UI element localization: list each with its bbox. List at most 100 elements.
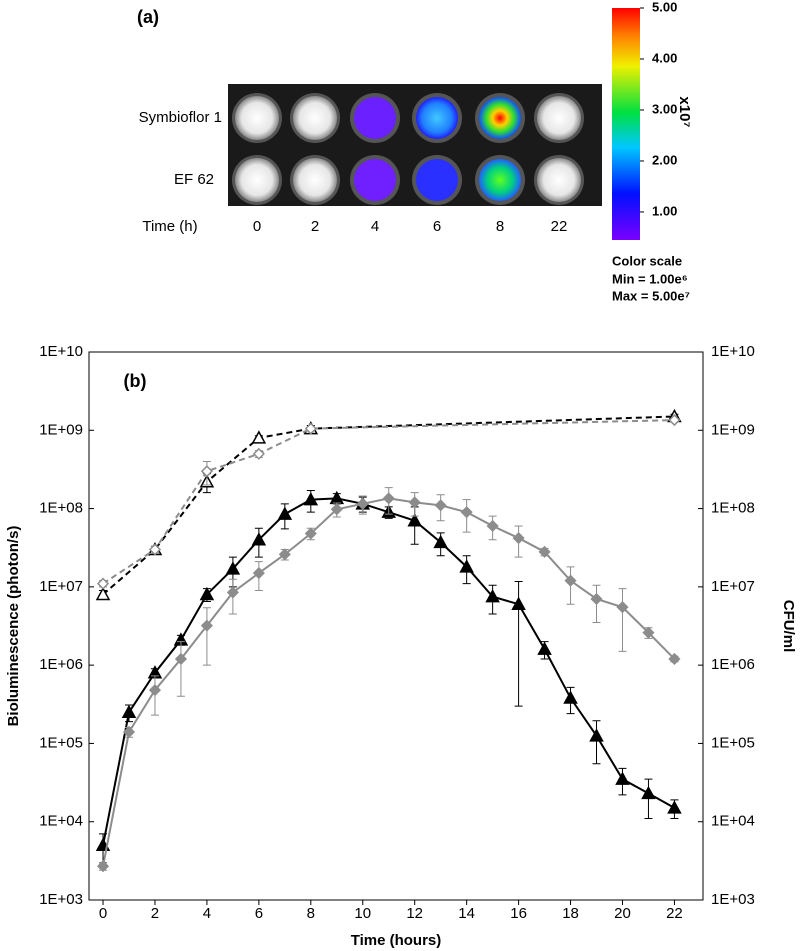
marker: [485, 589, 500, 603]
signal-spot: [416, 97, 458, 139]
series-line: [102, 415, 675, 596]
colorbar-tick-label: 2.00: [652, 152, 677, 167]
marker: [356, 497, 369, 510]
panel-a: (a) x10⁷ Color scale Min = 1.00e⁶ Max = …: [137, 0, 693, 303]
x-tick-label: 20: [614, 905, 631, 922]
panel-b: (b) Time (hours) Bioluminescence (photon…: [5, 343, 797, 949]
marker: [96, 860, 110, 873]
marker: [537, 641, 552, 655]
marker: [538, 545, 551, 558]
time-label: Time (h): [142, 218, 197, 235]
marker: [511, 596, 526, 610]
marker: [408, 496, 421, 509]
series-line: [102, 497, 676, 867]
marker: [278, 548, 291, 561]
time-tick-label: 8: [496, 218, 504, 235]
y2-axis-label: CFU/ml: [780, 600, 797, 653]
marker: [252, 567, 265, 580]
marker: [563, 690, 578, 704]
marker: [433, 534, 448, 549]
marker: [667, 800, 682, 814]
signal-spot: [479, 97, 521, 139]
y-tick-label: 1E+07: [39, 578, 83, 595]
row-label: Symbioflor 1: [139, 109, 222, 126]
marker: [434, 499, 447, 512]
marker: [225, 561, 241, 575]
x-axis-label: Time (hours): [351, 932, 442, 949]
marker: [122, 725, 136, 739]
colorbar-tick-label: 4.00: [652, 50, 677, 65]
marker: [226, 586, 239, 599]
y2-tick-label: 1E+08: [711, 500, 755, 517]
marker: [148, 543, 162, 556]
y2-tick-label: 1E+07: [711, 578, 755, 595]
marker: [200, 619, 213, 632]
x-tick-label: 0: [99, 905, 107, 922]
marker: [641, 785, 656, 800]
marker: [564, 574, 577, 587]
well-glow: [537, 96, 581, 140]
marker: [330, 503, 343, 516]
marker: [174, 652, 188, 666]
error-bar: [618, 588, 627, 652]
marker: [589, 728, 604, 742]
y2-tick-label: 1E+03: [711, 891, 755, 908]
time-tick-label: 0: [253, 218, 261, 235]
marker: [486, 519, 499, 532]
colorbar-max: Max = 5.00e⁷: [612, 288, 690, 303]
y-tick-label: 1E+04: [39, 813, 83, 830]
x-tick-label: 22: [666, 905, 683, 922]
x-tick-label: 8: [307, 905, 315, 922]
row-label: EF 62: [174, 171, 214, 188]
y-tick-label: 1E+03: [39, 891, 83, 908]
y-tick-label: 1E+08: [39, 500, 83, 517]
y2-tick-label: 1E+09: [711, 421, 755, 438]
well-glow: [293, 96, 337, 140]
x-tick-label: 18: [562, 905, 579, 922]
marker: [616, 601, 629, 614]
time-tick-label: 4: [371, 218, 379, 235]
colorbar-tick-label: 1.00: [652, 203, 677, 218]
marker: [382, 492, 395, 505]
marker: [407, 513, 422, 527]
colorbar-title: Color scale: [612, 253, 682, 268]
well-glow: [537, 158, 581, 202]
colorbar-tick-label: 3.00: [652, 101, 677, 116]
marker: [200, 465, 213, 478]
y2-tick-label: 1E+10: [711, 343, 755, 360]
x-tick-label: 10: [354, 905, 371, 922]
y-tick-label: 1E+10: [39, 343, 83, 360]
panel-label: (b): [124, 371, 147, 391]
colorbar-min: Min = 1.00e⁶: [612, 271, 688, 286]
signal-spot: [416, 159, 458, 201]
marker: [251, 430, 267, 444]
marker: [668, 652, 681, 666]
well-glow: [235, 158, 279, 202]
colorbar-multiplier: x10⁷: [676, 96, 693, 127]
marker: [642, 626, 655, 639]
error-bar: [176, 641, 185, 697]
marker: [303, 492, 319, 506]
series-line: [102, 497, 675, 846]
x-tick-label: 2: [151, 905, 159, 922]
series-line: [102, 419, 675, 585]
well-glow: [293, 158, 337, 202]
colorbar: [612, 8, 640, 240]
x-tick-label: 14: [458, 905, 475, 922]
marker: [251, 532, 267, 546]
marker: [615, 771, 630, 785]
time-tick-label: 6: [433, 218, 441, 235]
signal-spot: [354, 97, 396, 139]
y-tick-label: 1E+09: [39, 421, 83, 438]
marker: [277, 506, 293, 520]
y2-tick-label: 1E+05: [711, 734, 755, 751]
marker: [590, 592, 603, 606]
error-bar: [592, 720, 601, 765]
colorbar-tick-label: 5.00: [652, 0, 677, 14]
y-axis-label: Bioluminescence (photon/s): [5, 526, 22, 727]
marker: [512, 532, 525, 545]
x-tick-label: 16: [510, 905, 527, 922]
marker: [668, 414, 681, 427]
marker: [95, 586, 111, 601]
